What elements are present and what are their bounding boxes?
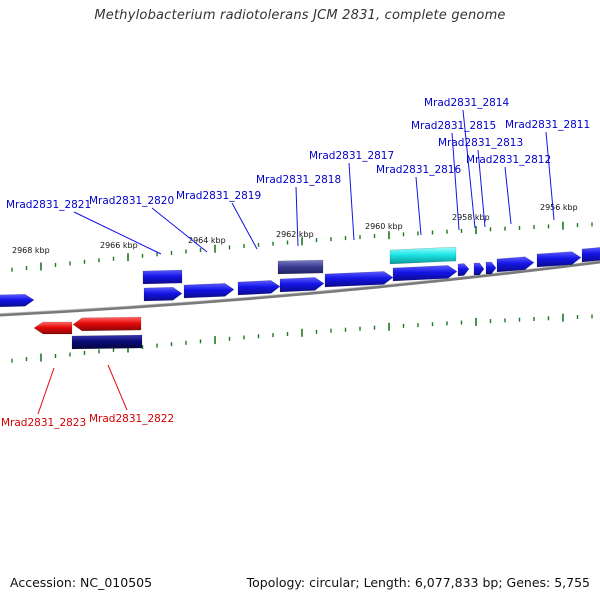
forward-gene[interactable]: [237, 280, 281, 296]
leader-line-forward: [73, 211, 162, 255]
leader-line-forward: [231, 202, 258, 250]
map-title: Methylobacterium radiotolerans JCM 2831,…: [94, 8, 506, 23]
scale-label: 2966 kbp: [100, 241, 138, 250]
forward-gene[interactable]: [183, 283, 235, 299]
leader-lines: [37, 109, 555, 415]
scale-label: 2964 kbp: [188, 236, 226, 245]
gene-label-forward[interactable]: Mrad2831_2821: [6, 199, 91, 211]
leader-line-forward: [415, 176, 422, 236]
gene-label-forward[interactable]: Mrad2831_2817: [309, 150, 394, 162]
forward-gene[interactable]: [496, 256, 535, 273]
gene-label-forward[interactable]: Mrad2831_2813: [438, 137, 523, 149]
scale-label: 2962 kbp: [276, 230, 314, 239]
genome-backbone: [0, 260, 600, 317]
gene-label-reverse[interactable]: Mrad2831_2823: [1, 417, 86, 429]
gene-label-forward[interactable]: Mrad2831_2815: [411, 120, 496, 132]
leader-line-forward: [504, 166, 512, 225]
reverse-gene-navy[interactable]: [71, 334, 143, 350]
reverse-gene[interactable]: [72, 316, 142, 332]
leader-line-reverse: [107, 364, 128, 411]
forward-tick-track: [11, 221, 593, 272]
leader-line-forward: [477, 149, 486, 228]
gene-label-forward[interactable]: Mrad2831_2811: [505, 119, 590, 131]
leader-line-forward: [151, 207, 208, 253]
forward-gene[interactable]: [457, 263, 470, 277]
scale-label: 2956 kbp: [540, 203, 578, 212]
gene-label-forward[interactable]: Mrad2831_2819: [176, 190, 261, 202]
leader-line-forward: [462, 109, 476, 229]
forward-gene-right-edge[interactable]: [581, 247, 600, 263]
scale-labels: 2968 kbp 2966 kbp 2964 kbp 2962 kbp 2960 kbp…: [12, 203, 578, 255]
forward-gene[interactable]: [485, 261, 497, 275]
forward-gene-cyan[interactable]: [389, 246, 457, 265]
forward-gene[interactable]: [279, 277, 325, 293]
accession-text: Accession: NC_010505: [10, 575, 153, 590]
reverse-tick-track: [11, 313, 593, 363]
forward-gene[interactable]: [143, 286, 183, 302]
scale-label: 2968 kbp: [12, 246, 50, 255]
gene-features: [0, 246, 600, 350]
gene-label-forward[interactable]: Mrad2831_2814: [424, 97, 509, 109]
leader-line-forward: [451, 132, 460, 231]
forward-gene-upper[interactable]: [142, 269, 183, 285]
genome-backbone-highlight: [0, 260, 600, 314]
forward-gene[interactable]: [324, 271, 394, 288]
topology-text: Topology: circular; Length: 6,077,833 bp…: [246, 575, 590, 590]
forward-gene[interactable]: [473, 262, 485, 276]
leader-line-forward: [348, 162, 355, 241]
leader-line-reverse: [37, 367, 55, 415]
forward-gene-slate[interactable]: [277, 259, 324, 275]
leader-line-forward: [295, 186, 299, 247]
forward-gene[interactable]: [536, 251, 582, 268]
gene-label-forward[interactable]: Mrad2831_2818: [256, 174, 341, 186]
gene-label-forward[interactable]: Mrad2831_2816: [376, 164, 461, 176]
gene-label-reverse[interactable]: Mrad2831_2822: [89, 413, 174, 425]
leader-line-forward: [545, 131, 555, 221]
reverse-gene[interactable]: [33, 321, 73, 335]
scale-label: 2958 kbp: [452, 213, 490, 222]
scale-label: 2960 kbp: [365, 222, 403, 231]
gene-label-forward[interactable]: Mrad2831_2820: [89, 195, 174, 207]
forward-gene-left-edge[interactable]: [0, 293, 35, 308]
gene-label-forward[interactable]: Mrad2831_2812: [466, 154, 551, 166]
forward-gene[interactable]: [392, 265, 458, 282]
